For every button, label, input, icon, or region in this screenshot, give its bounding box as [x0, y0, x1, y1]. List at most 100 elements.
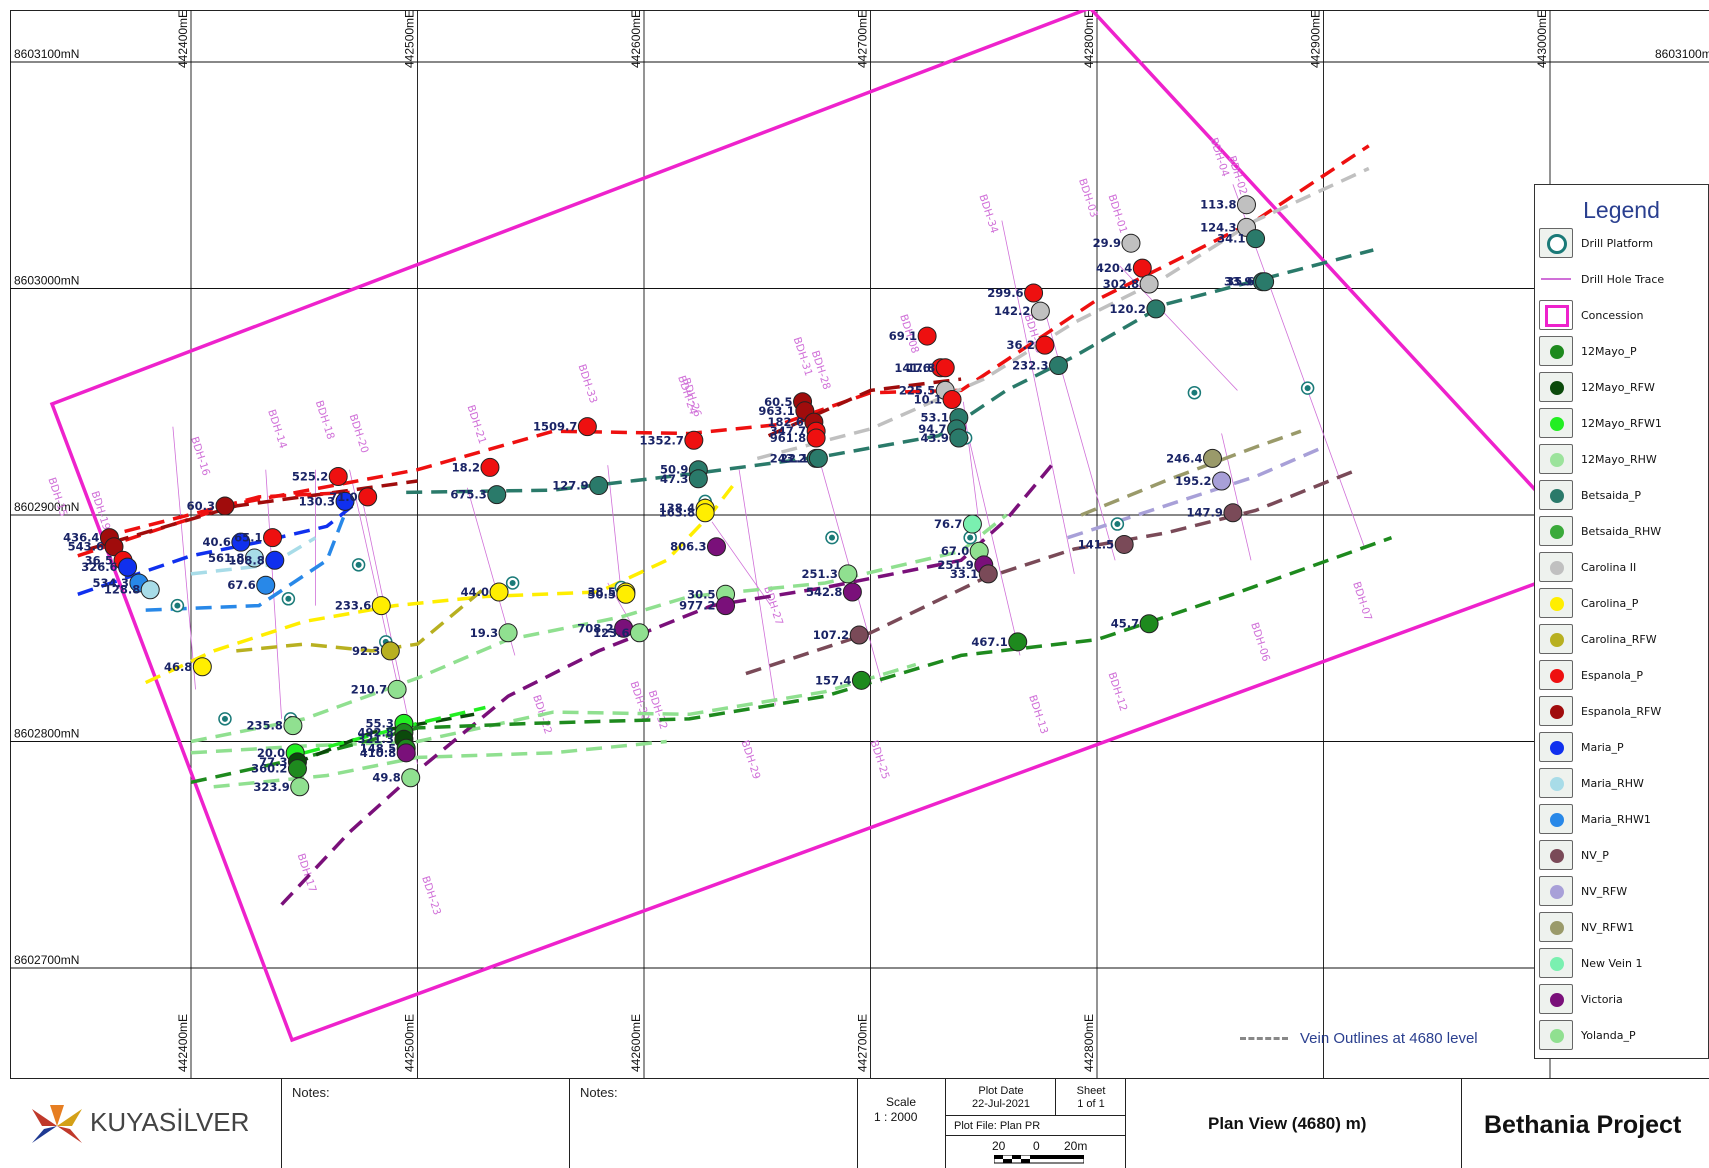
plot-date-box: Plot Date 22-Jul-2021 — [946, 1079, 1056, 1116]
sample-marker — [1035, 335, 1055, 355]
legend-swatch-icon — [1539, 984, 1573, 1014]
sample-value-label: 157.4 — [815, 673, 851, 687]
sample-value-label: 17.8 — [907, 361, 935, 375]
sample-value-label: 69.1 — [889, 329, 917, 343]
easting-label-bottom: 442500mE — [403, 1014, 417, 1072]
legend-swatch-icon — [1539, 732, 1573, 762]
legend-item: 12Mayo_P — [1535, 333, 1709, 369]
sample-marker — [1203, 448, 1223, 468]
drill-platform-center — [221, 715, 228, 722]
plot-info-cell: Plot Date 22-Jul-2021 Sheet 1 of 1 Plot … — [946, 1079, 1126, 1168]
sample-value-label: 33.1 — [950, 567, 978, 581]
legend-swatch-icon — [1539, 768, 1573, 798]
legend-dot-icon — [1550, 453, 1564, 467]
sample-value-label: 233.6 — [335, 599, 371, 613]
legend-swatch-icon — [1539, 840, 1573, 870]
sample-value-label: 29.9 — [1093, 236, 1121, 250]
sample-value-label: 44.0 — [461, 585, 489, 599]
legend-label: 12Mayo_RHW — [1581, 452, 1657, 466]
sample-marker — [706, 537, 726, 557]
legend-swatch-icon — [1539, 444, 1573, 474]
vein-outline — [99, 490, 350, 540]
legend-item: Betsaida_P — [1535, 477, 1709, 513]
sample-value-label: 534.3 — [93, 576, 129, 590]
legend-dot-icon — [1550, 741, 1564, 755]
drill-hole-label: BDH-03 — [1076, 177, 1100, 219]
legend-dot-icon — [1550, 525, 1564, 539]
drill-platform-center — [355, 561, 362, 568]
legend-dot-icon — [1550, 345, 1564, 359]
sample-value-label: 107.2 — [813, 628, 849, 642]
drill-hole-trace — [965, 424, 1021, 656]
sample-value-label: 251.9 — [937, 558, 973, 572]
sample-marker — [577, 417, 597, 437]
sample-value-label: 323.9 — [253, 780, 289, 794]
sample-value-label: 94.7 — [918, 422, 946, 436]
sample-marker — [849, 625, 869, 645]
sample-marker — [489, 582, 509, 602]
legend-item: NV_P — [1535, 837, 1709, 873]
sample-marker — [1146, 299, 1166, 319]
vein-outline — [190, 662, 917, 755]
sample-marker — [358, 487, 378, 507]
sample-marker — [1246, 229, 1266, 249]
sample-marker — [118, 557, 138, 577]
legend-label: NV_RFW1 — [1581, 920, 1635, 934]
sample-value-label: 60.3 — [187, 499, 215, 513]
drill-platform-center — [509, 579, 516, 586]
legend-swatch-icon — [1539, 588, 1573, 618]
sample-value-label: 138.4 — [659, 501, 695, 515]
legend-swatch-icon — [1539, 552, 1573, 582]
plan-title: Plan View (4680) m) — [1208, 1114, 1367, 1133]
northing-label-left: 8602900mN — [14, 500, 79, 514]
sample-value-label: 34.1 — [1217, 232, 1245, 246]
sample-marker — [629, 623, 649, 643]
sample-value-label: 182.6 — [767, 415, 803, 429]
northing-label-left: 8602700mN — [14, 953, 79, 967]
sample-value-label: 120.2 — [1109, 302, 1145, 316]
drill-hole-trace — [607, 465, 622, 595]
legend-swatch-icon — [1539, 876, 1573, 906]
sample-marker — [371, 596, 391, 616]
sample-marker — [290, 777, 310, 797]
drill-hole-label: BDH-17 — [295, 852, 319, 894]
sample-marker — [935, 358, 955, 378]
sample-value-label: 55.3 — [366, 716, 394, 730]
sample-marker — [104, 537, 124, 557]
legend-item: Maria_P — [1535, 729, 1709, 765]
legend-dot-icon — [1550, 381, 1564, 395]
legend-swatch-icon — [1539, 804, 1573, 834]
legend-dot-icon — [1550, 489, 1564, 503]
legend-item: Maria_RHW1 — [1535, 801, 1709, 837]
drill-hole-label: BDH-18 — [313, 399, 337, 441]
scale-value: 1 : 2000 — [874, 1110, 918, 1124]
sample-marker — [1008, 632, 1028, 652]
easting-label-top: 442700mE — [856, 10, 870, 68]
legend-label: Betsaida_P — [1581, 488, 1642, 502]
legend-item: 12Mayo_RFW1 — [1535, 405, 1709, 441]
legend-dot-icon — [1550, 993, 1564, 1007]
legend-swatch-icon — [1539, 624, 1573, 654]
easting-label-bottom: 442600mE — [629, 1014, 643, 1072]
logo-cell: KUYASİLVER — [10, 1079, 282, 1168]
sample-value-label: 71.0 — [329, 490, 357, 504]
sample-marker — [842, 582, 862, 602]
sample-value-label: 147.9 — [1187, 506, 1223, 520]
plot-file: Plot File: Plan PR — [954, 1120, 1041, 1132]
easting-label-top: 443000mE — [1535, 10, 1549, 68]
legend-item: 12Mayo_RFW — [1535, 369, 1709, 405]
sample-marker — [265, 550, 285, 570]
legend-label: Concession — [1581, 308, 1644, 322]
legend-label: NV_RFW — [1581, 884, 1628, 898]
sample-value-label: 130.3 — [299, 494, 335, 508]
legend-dot-icon — [1550, 813, 1564, 827]
legend-dot-icon — [1550, 633, 1564, 647]
sample-value-label: 299.6 — [987, 286, 1023, 300]
legend-swatch-icon — [1539, 264, 1573, 294]
sample-value-label: 410.8 — [360, 746, 396, 760]
legend-item: New Vein 1 — [1535, 945, 1709, 981]
legend-swatch-icon — [1539, 300, 1573, 330]
sample-value-label: 33.9 — [1224, 275, 1252, 289]
sample-value-label: 246.4 — [1166, 451, 1202, 465]
map-content: 442400mE 442400mE 442500mE 442500mE 442600mE… — [10, 10, 1709, 1078]
